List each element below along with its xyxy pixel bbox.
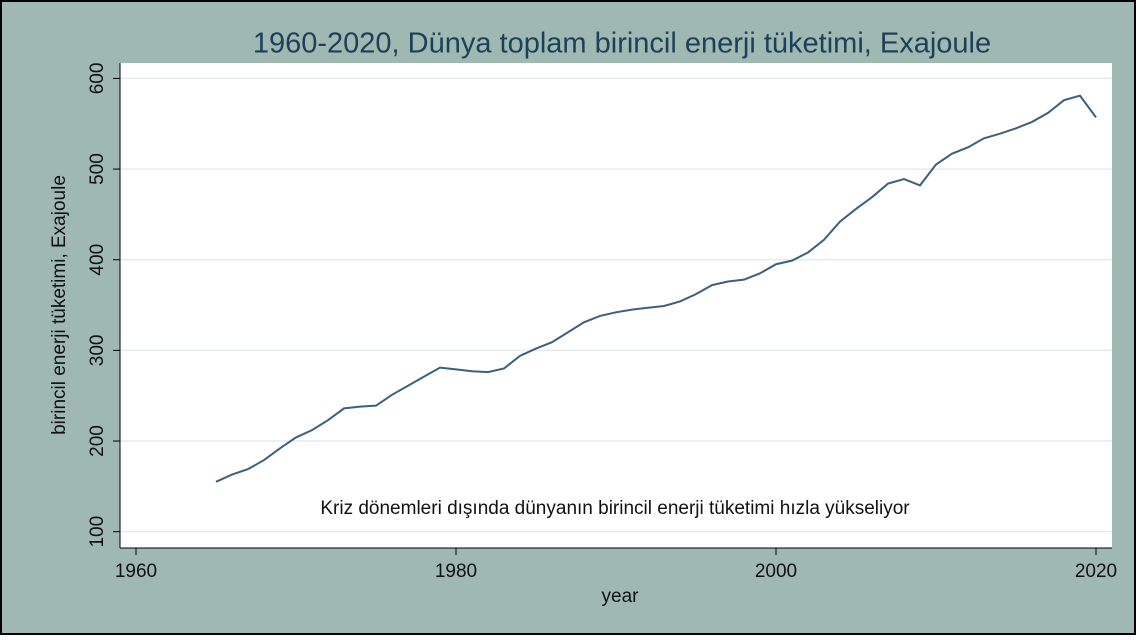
y-tick-label: 400 <box>87 244 108 276</box>
y-axis-title: birincil enerji tüketimi, Exajoule <box>49 175 70 435</box>
y-tick-label: 300 <box>87 335 108 367</box>
y-tick-label: 600 <box>87 63 108 95</box>
x-tick-label: 2020 <box>1075 561 1117 582</box>
plot-area <box>120 63 1112 548</box>
annotation: Kriz dönemleri dışında dünyanın birincil… <box>320 498 910 519</box>
x-axis-title: year <box>602 586 640 607</box>
x-tick-label: 1960 <box>115 561 157 582</box>
data-line <box>215 94 1097 483</box>
y-tick-label: 200 <box>87 425 108 457</box>
y-tick-label: 500 <box>87 153 108 185</box>
x-tick-label: 1980 <box>435 561 477 582</box>
x-tick-label: 2000 <box>755 561 797 582</box>
chart-title: 1960-2020, Dünya toplam birincil enerji … <box>253 28 991 60</box>
y-tick-label: 100 <box>87 516 108 548</box>
